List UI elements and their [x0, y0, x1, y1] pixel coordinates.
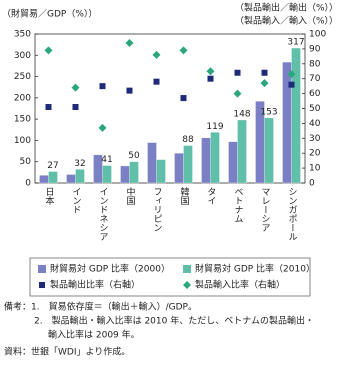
legend-label: 製品輸入比率（右軸） — [195, 279, 285, 291]
marker — [152, 50, 161, 59]
marker — [207, 75, 214, 82]
value-label: 153 — [260, 107, 277, 117]
y-tick-label: 50 — [20, 157, 32, 167]
bar — [129, 161, 139, 184]
x-tick-label: インド — [71, 187, 82, 214]
y2-tick-label: 20 — [309, 149, 321, 159]
marker — [99, 83, 106, 90]
legend-swatch — [39, 282, 45, 288]
bar — [156, 159, 166, 184]
value-label: 50 — [128, 151, 140, 161]
legend-swatch — [183, 265, 191, 273]
marker — [125, 38, 134, 47]
marker — [233, 89, 242, 98]
value-label: 148 — [233, 109, 250, 119]
y-tick-label: 350 — [14, 30, 31, 40]
y2-tick-label: 40 — [309, 119, 321, 129]
marker — [126, 87, 133, 94]
y2-tick-label: 60 — [309, 89, 321, 99]
x-tick-label: タイ — [206, 187, 217, 205]
note: 資料：世銀「WDI」より作成。 — [4, 346, 130, 358]
bar — [264, 117, 274, 184]
bar — [75, 169, 85, 184]
value-label: 88 — [182, 135, 194, 145]
y2-axis-label: （製品輸入／輸入（%）） — [235, 15, 338, 27]
y2-tick-label: 80 — [309, 59, 321, 69]
y-tick-label: 200 — [14, 93, 31, 103]
marker — [260, 79, 269, 88]
bar — [237, 119, 247, 184]
marker — [44, 46, 53, 55]
y2-tick-label: 50 — [309, 104, 321, 114]
x-tick-label: 韓国 — [179, 187, 190, 206]
marker — [234, 69, 241, 76]
bar — [183, 145, 193, 184]
bar — [48, 171, 58, 184]
y-tick-label: 250 — [14, 72, 31, 82]
bar — [102, 165, 112, 184]
marker — [72, 104, 79, 111]
bar — [201, 137, 211, 184]
marker — [45, 104, 52, 111]
marker — [179, 46, 188, 55]
y2-tick-label: 90 — [309, 44, 321, 54]
marker — [287, 70, 296, 79]
marker — [180, 95, 187, 102]
x-tick-label: シンガポール — [287, 187, 298, 241]
value-label: 41 — [101, 155, 112, 165]
value-label: 119 — [206, 122, 223, 132]
marker — [71, 83, 80, 92]
y2-axis-label: （製品輸出／輸出（%）） — [235, 2, 338, 14]
legend-label: 製品輸出比率（右軸） — [50, 279, 140, 291]
y-tick-label: 300 — [14, 51, 31, 61]
bar — [210, 132, 220, 184]
note: 輸入比率は 2009 年。 — [48, 329, 140, 341]
y-axis-label: （財貿易／GDP（%）） — [2, 8, 97, 20]
x-tick-label: ベトナム — [233, 187, 244, 223]
y-tick-label: 0 — [25, 179, 31, 189]
marker — [153, 78, 160, 85]
marker — [206, 67, 215, 76]
y-tick-label: 150 — [14, 115, 31, 125]
y2-tick-label: 0 — [309, 179, 315, 189]
x-tick-label: フィリピン — [152, 187, 162, 232]
value-label: 317 — [287, 38, 304, 48]
legend-swatch — [38, 265, 46, 273]
x-tick-label: 中国 — [125, 186, 136, 206]
y2-tick-label: 30 — [309, 134, 321, 144]
legend-swatch — [183, 281, 191, 289]
y-tick-label: 100 — [14, 136, 31, 146]
x-tick-label: 日本 — [44, 187, 55, 206]
y2-tick-label: 10 — [309, 164, 321, 174]
x-tick-label: インドネシア — [98, 187, 109, 241]
x-tick-label: マレーシア — [260, 187, 270, 232]
y2-tick-label: 100 — [309, 30, 326, 40]
value-label: 27 — [47, 161, 58, 171]
note: 2. 製品輸出・輸入比率は 2010 年、ただし、ベトナムの製品輸出・ — [34, 315, 314, 327]
marker — [288, 81, 295, 88]
legend-frame — [29, 257, 311, 297]
legend-label: 財貿易対 GDP 比率（2010） — [195, 263, 315, 275]
bar — [66, 174, 76, 184]
bar — [291, 47, 301, 184]
legend-label: 財貿易対 GDP 比率（2000） — [50, 263, 170, 275]
bar — [174, 153, 184, 184]
bar — [39, 175, 49, 184]
bar — [228, 141, 238, 184]
bar — [147, 142, 157, 184]
y2-tick-label: 70 — [309, 74, 321, 84]
bar — [120, 165, 130, 184]
marker — [261, 69, 268, 76]
bar — [282, 61, 292, 184]
marker — [98, 123, 107, 132]
note: 備考：1. 貿易依存度＝（輸出＋輸入）/GDP。 — [4, 301, 197, 313]
value-label: 32 — [74, 159, 85, 169]
